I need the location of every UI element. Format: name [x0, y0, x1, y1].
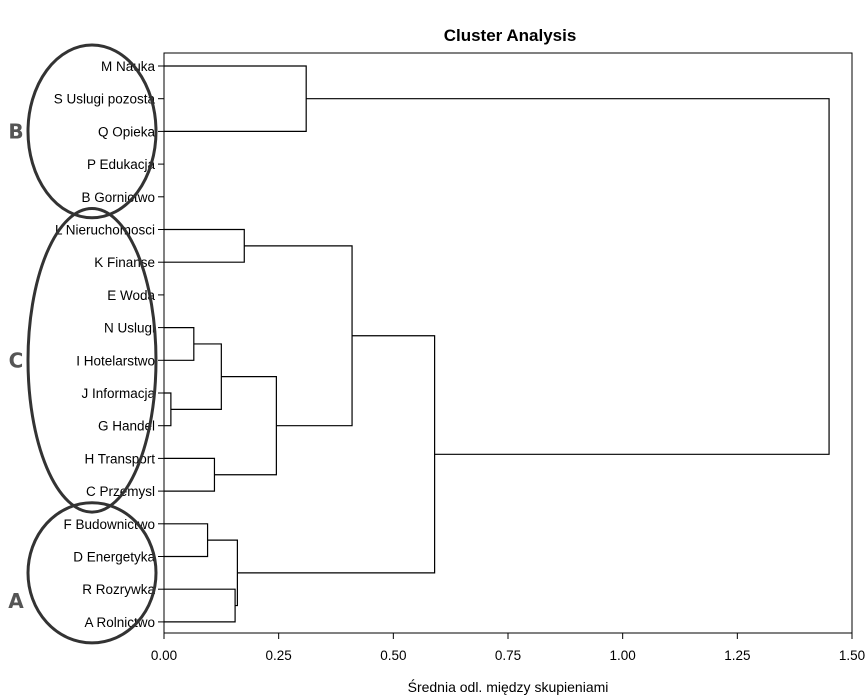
merge-link-m8 — [164, 228, 245, 263]
merge-link-m11 — [244, 245, 353, 427]
dendrogram-links — [164, 65, 830, 623]
leaf-label-m-nauka: M Nauka — [101, 59, 156, 74]
merge-link-m13 — [306, 98, 830, 455]
leaf-label-e-woda: E Woda — [107, 288, 155, 303]
merge-link-m3 — [164, 523, 209, 558]
leaf-label-d-energetyka: D Energetyka — [73, 550, 155, 565]
x-tick-label-2: 0.50 — [380, 648, 406, 663]
merge-link-m9 — [214, 376, 277, 476]
x-axis: 0.00 0.25 0.50 0.75 1.00 1.25 1.50 — [151, 633, 865, 663]
cluster-label-a: A — [8, 589, 24, 613]
leaf-label-j-informacja: J Informacja — [81, 386, 155, 401]
leaf-label-b-gornictwo: B Gornictwo — [81, 190, 155, 205]
leaf-label-l-nieruchomosci: L Nieruchomosci — [55, 223, 155, 238]
cluster-label-b: B — [8, 119, 23, 143]
leaf-label-n-uslugi: N Uslugi — [104, 321, 155, 336]
x-axis-label: Średnia odl. między skupieniami — [408, 678, 609, 695]
leaf-labels: M Nauka S Uslugi pozosta Q Opieka P Edukacj… — [54, 59, 156, 630]
cluster-ellipse-c — [26, 206, 158, 514]
leaf-label-c-przemysl: C Przemysl — [86, 484, 155, 499]
cluster-ellipse-a — [26, 501, 158, 645]
x-tick-label-3: 0.75 — [495, 648, 521, 663]
leaf-label-f-budownictwo: F Budownictwo — [63, 517, 155, 532]
leaf-label-s-uslugi-pozosta: S Uslugi pozosta — [54, 92, 156, 107]
leaf-label-r-rozrywka: R Rozrywka — [82, 582, 155, 597]
x-tick-label-4: 1.00 — [610, 648, 636, 663]
merge-link-m5 — [170, 343, 222, 410]
leaf-label-g-handel: G Handel — [98, 419, 155, 434]
merge-link-m6 — [164, 588, 236, 623]
leaf-label-i-hotelarstwo: I Hotelarstwo — [76, 353, 155, 368]
cluster-ellipse-b — [26, 43, 158, 220]
leaf-label-a-rolnictwo: A Rolnictwo — [84, 615, 155, 630]
merge-link-m7 — [207, 539, 238, 607]
merge-link-m1 — [164, 392, 172, 427]
x-tick-label-5: 1.25 — [724, 648, 750, 663]
leaf-ticks — [158, 65, 164, 623]
x-tick-label-0: 0.00 — [151, 648, 177, 663]
leaf-label-q-opieka: Q Opieka — [98, 124, 156, 139]
leaf-label-k-finanse: K Finanse — [94, 255, 155, 270]
merge-link-m12 — [237, 335, 436, 574]
merge-link-m2 — [164, 327, 195, 361]
leaf-label-p-edukacja: P Edukacja — [87, 157, 156, 172]
cluster-label-c: C — [9, 348, 24, 372]
cluster-group-annotations: B C A — [8, 43, 158, 645]
merge-link-m10 — [164, 65, 307, 132]
merge-link-m4 — [164, 457, 216, 492]
leaf-label-h-transport: H Transport — [84, 451, 155, 466]
plot-frame — [163, 52, 853, 634]
x-tick-label-1: 0.25 — [266, 648, 292, 663]
x-tick-label-6: 1.50 — [839, 648, 865, 663]
chart-title: Cluster Analysis — [444, 26, 577, 45]
